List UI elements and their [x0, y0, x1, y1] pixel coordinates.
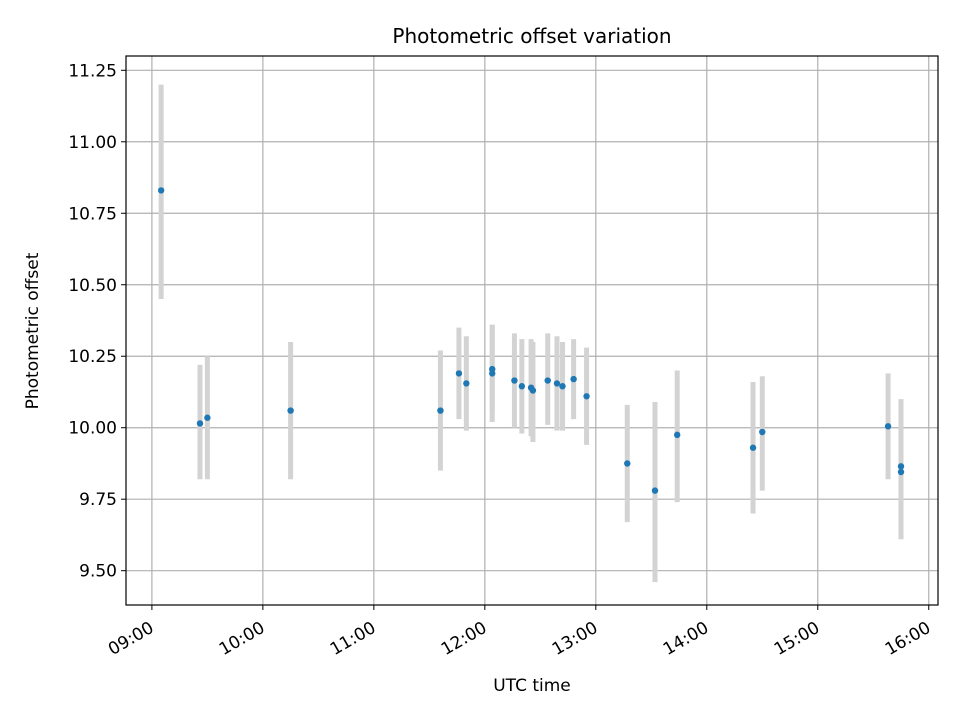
data-point: [529, 387, 537, 394]
data-point: [511, 377, 518, 384]
data-point: [624, 460, 631, 467]
y-tick-label: 9.50: [79, 562, 117, 582]
grid-lines: [126, 56, 938, 605]
plot-frame: [125, 55, 939, 606]
y-tick-label: 10.50: [68, 276, 117, 296]
data-point: [897, 468, 905, 476]
y-axis-label: Photometric offset: [23, 252, 43, 409]
data-point: [570, 375, 577, 383]
y-tick-label: 10.75: [68, 204, 117, 224]
y-tick-label: 10.00: [68, 419, 117, 439]
data-point: [553, 380, 561, 387]
data-point: [884, 423, 892, 430]
data-points: [157, 187, 905, 494]
data-point: [437, 407, 444, 414]
y-tick-label: 10.25: [68, 347, 117, 367]
data-point: [518, 383, 526, 390]
data-point: [544, 377, 551, 384]
data-point: [897, 463, 905, 470]
data-point: [583, 393, 590, 400]
x-axis-label: UTC time: [493, 676, 571, 696]
y-tick-label: 11.00: [68, 133, 117, 153]
chart-title: Photometric offset variation: [392, 24, 671, 48]
data-point: [749, 444, 757, 451]
data-point: [287, 407, 294, 414]
data-point: [489, 365, 496, 373]
data-point: [673, 431, 681, 439]
data-point: [204, 414, 211, 421]
data-point: [455, 370, 463, 377]
data-point: [463, 380, 470, 387]
data-point: [759, 428, 766, 436]
y-tick-label: 11.25: [68, 61, 117, 81]
data-point: [196, 420, 204, 427]
data-point: [651, 487, 659, 494]
data-point: [559, 383, 566, 390]
data-point: [157, 187, 165, 194]
y-tick-label: 9.75: [79, 490, 117, 510]
